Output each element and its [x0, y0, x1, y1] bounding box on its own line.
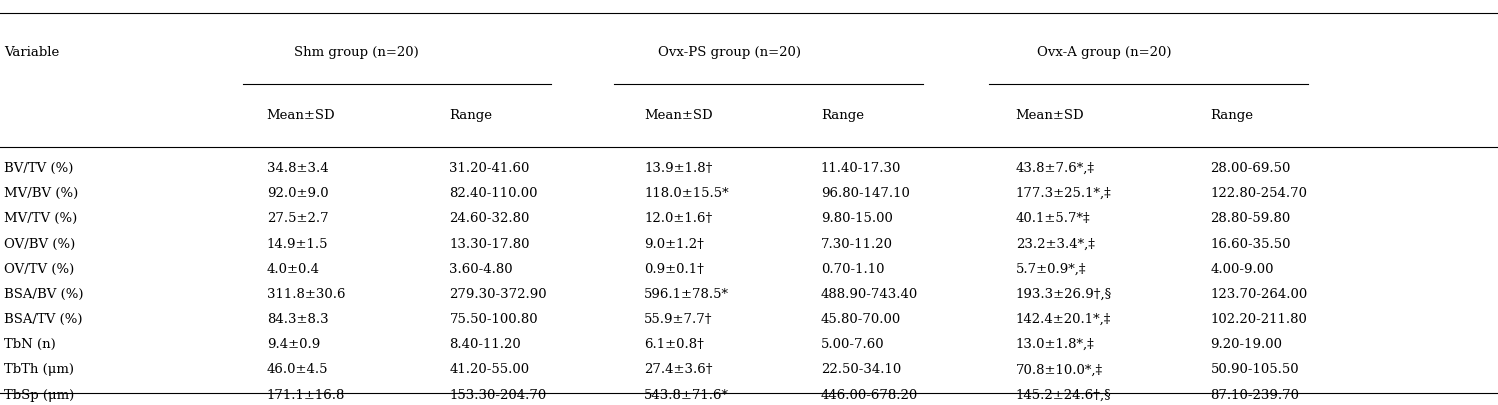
Text: 153.30-204.70: 153.30-204.70 — [449, 388, 547, 401]
Text: 142.4±20.1*,‡: 142.4±20.1*,‡ — [1016, 312, 1112, 325]
Text: 6.1±0.8†: 6.1±0.8† — [644, 337, 704, 350]
Text: 50.90-105.50: 50.90-105.50 — [1210, 362, 1299, 375]
Text: 13.0±1.8*,‡: 13.0±1.8*,‡ — [1016, 337, 1095, 350]
Text: 43.8±7.6*,‡: 43.8±7.6*,‡ — [1016, 162, 1095, 175]
Text: 3.60-4.80: 3.60-4.80 — [449, 262, 512, 275]
Text: Shm group (n=20): Shm group (n=20) — [294, 46, 419, 59]
Text: 0.9±0.1†: 0.9±0.1† — [644, 262, 704, 275]
Text: 96.80-147.10: 96.80-147.10 — [821, 187, 909, 200]
Text: 31.20-41.60: 31.20-41.60 — [449, 162, 530, 175]
Text: 5.00-7.60: 5.00-7.60 — [821, 337, 884, 350]
Text: OV/BV (%): OV/BV (%) — [4, 237, 76, 250]
Text: 596.1±78.5*: 596.1±78.5* — [644, 287, 730, 300]
Text: BV/TV (%): BV/TV (%) — [4, 162, 73, 175]
Text: 27.4±3.6†: 27.4±3.6† — [644, 362, 713, 375]
Text: BSA/TV (%): BSA/TV (%) — [4, 312, 82, 325]
Text: 45.80-70.00: 45.80-70.00 — [821, 312, 902, 325]
Text: 7.30-11.20: 7.30-11.20 — [821, 237, 893, 250]
Text: 446.00-678.20: 446.00-678.20 — [821, 388, 918, 401]
Text: 84.3±8.3: 84.3±8.3 — [267, 312, 328, 325]
Text: 23.2±3.4*,‡: 23.2±3.4*,‡ — [1016, 237, 1095, 250]
Text: Range: Range — [449, 109, 493, 122]
Text: 55.9±7.7†: 55.9±7.7† — [644, 312, 713, 325]
Text: Mean±SD: Mean±SD — [1016, 109, 1085, 122]
Text: Mean±SD: Mean±SD — [267, 109, 336, 122]
Text: 9.20-19.00: 9.20-19.00 — [1210, 337, 1282, 350]
Text: 8.40-11.20: 8.40-11.20 — [449, 337, 521, 350]
Text: 22.50-34.10: 22.50-34.10 — [821, 362, 902, 375]
Text: BSA/BV (%): BSA/BV (%) — [4, 287, 84, 300]
Text: 311.8±30.6: 311.8±30.6 — [267, 287, 345, 300]
Text: 13.30-17.80: 13.30-17.80 — [449, 237, 530, 250]
Text: 27.5±2.7: 27.5±2.7 — [267, 212, 328, 225]
Text: 0.70-1.10: 0.70-1.10 — [821, 262, 884, 275]
Text: 118.0±15.5*: 118.0±15.5* — [644, 187, 728, 200]
Text: 4.0±0.4: 4.0±0.4 — [267, 262, 319, 275]
Text: 4.00-9.00: 4.00-9.00 — [1210, 262, 1273, 275]
Text: OV/TV (%): OV/TV (%) — [4, 262, 75, 275]
Text: 46.0±4.5: 46.0±4.5 — [267, 362, 328, 375]
Text: 82.40-110.00: 82.40-110.00 — [449, 187, 538, 200]
Text: 5.7±0.9*,‡: 5.7±0.9*,‡ — [1016, 262, 1086, 275]
Text: TbN (n): TbN (n) — [4, 337, 57, 350]
Text: 9.4±0.9: 9.4±0.9 — [267, 337, 321, 350]
Text: 171.1±16.8: 171.1±16.8 — [267, 388, 345, 401]
Text: 41.20-55.00: 41.20-55.00 — [449, 362, 529, 375]
Text: Ovx-A group (n=20): Ovx-A group (n=20) — [1037, 46, 1171, 59]
Text: MV/TV (%): MV/TV (%) — [4, 212, 78, 225]
Text: 488.90-743.40: 488.90-743.40 — [821, 287, 918, 300]
Text: 14.9±1.5: 14.9±1.5 — [267, 237, 328, 250]
Text: 122.80-254.70: 122.80-254.70 — [1210, 187, 1308, 200]
Text: Mean±SD: Mean±SD — [644, 109, 713, 122]
Text: 279.30-372.90: 279.30-372.90 — [449, 287, 547, 300]
Text: 9.80-15.00: 9.80-15.00 — [821, 212, 893, 225]
Text: 24.60-32.80: 24.60-32.80 — [449, 212, 530, 225]
Text: 12.0±1.6†: 12.0±1.6† — [644, 212, 713, 225]
Text: 28.00-69.50: 28.00-69.50 — [1210, 162, 1291, 175]
Text: 34.8±3.4: 34.8±3.4 — [267, 162, 328, 175]
Text: 145.2±24.6†,§: 145.2±24.6†,§ — [1016, 388, 1112, 401]
Text: 9.0±1.2†: 9.0±1.2† — [644, 237, 704, 250]
Text: Ovx-PS group (n=20): Ovx-PS group (n=20) — [658, 46, 801, 59]
Text: 13.9±1.8†: 13.9±1.8† — [644, 162, 713, 175]
Text: 16.60-35.50: 16.60-35.50 — [1210, 237, 1291, 250]
Text: 28.80-59.80: 28.80-59.80 — [1210, 212, 1291, 225]
Text: Range: Range — [821, 109, 864, 122]
Text: 92.0±9.0: 92.0±9.0 — [267, 187, 328, 200]
Text: 102.20-211.80: 102.20-211.80 — [1210, 312, 1308, 325]
Text: Range: Range — [1210, 109, 1254, 122]
Text: 70.8±10.0*,‡: 70.8±10.0*,‡ — [1016, 362, 1103, 375]
Text: MV/BV (%): MV/BV (%) — [4, 187, 79, 200]
Text: Variable: Variable — [4, 46, 60, 59]
Text: 87.10-239.70: 87.10-239.70 — [1210, 388, 1299, 401]
Text: 40.1±5.7*‡: 40.1±5.7*‡ — [1016, 212, 1091, 225]
Text: 75.50-100.80: 75.50-100.80 — [449, 312, 538, 325]
Text: 11.40-17.30: 11.40-17.30 — [821, 162, 902, 175]
Text: 543.8±71.6*: 543.8±71.6* — [644, 388, 730, 401]
Text: TbSp (μm): TbSp (μm) — [4, 388, 75, 401]
Text: 123.70-264.00: 123.70-264.00 — [1210, 287, 1308, 300]
Text: TbTh (μm): TbTh (μm) — [4, 362, 75, 375]
Text: 177.3±25.1*,‡: 177.3±25.1*,‡ — [1016, 187, 1112, 200]
Text: 193.3±26.9†,§: 193.3±26.9†,§ — [1016, 287, 1112, 300]
